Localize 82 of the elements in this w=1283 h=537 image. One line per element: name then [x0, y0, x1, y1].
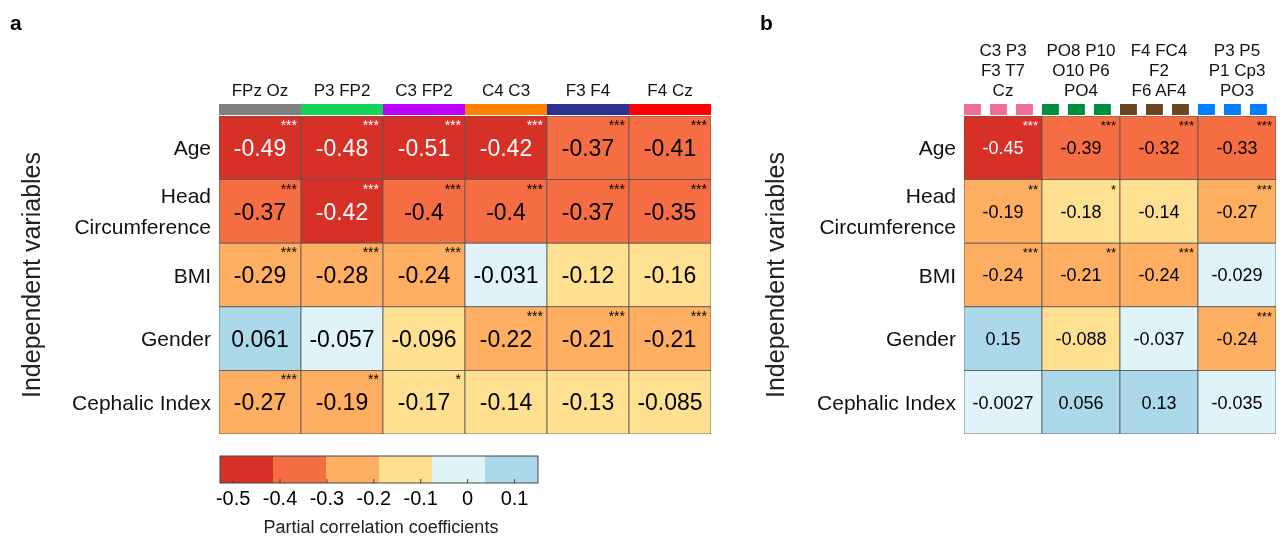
- data-label: *** -0.49: [233, 117, 298, 162]
- data-label: *** -0.48: [315, 117, 380, 162]
- color-bar-label: -0.2: [356, 487, 392, 509]
- data-label: -0.0027: [972, 392, 1034, 413]
- color-bar-label: -0.3: [309, 487, 345, 509]
- x-tick-label: F4 FC4 F2 F6 AF4: [1130, 41, 1188, 100]
- data-label: *** -0.39: [1060, 118, 1116, 159]
- data-label: -0.037: [1133, 329, 1185, 350]
- data-label: -0.16: [643, 262, 697, 289]
- data-label: *** -0.27: [1216, 181, 1272, 222]
- data-label: -0.12: [561, 262, 615, 289]
- text: b: [760, 11, 773, 34]
- data-label: *** -0.45: [982, 118, 1038, 159]
- y-tick-label: Cephalic Index: [72, 390, 212, 414]
- color-bar-label: -0.5: [215, 487, 251, 509]
- y-tick-label: BMI: [918, 263, 956, 287]
- data-label: ** -0.19: [982, 181, 1038, 222]
- x-tick-label: P3 P5 P1 Cp3 PO3: [1208, 41, 1266, 100]
- data-label: *** -0.29: [233, 244, 298, 289]
- data-label: -0.096: [391, 325, 457, 352]
- color-bar-label: 0: [462, 487, 474, 509]
- y-axis-title: Independent variables: [761, 151, 789, 399]
- x-tick-label: PO8 P10 O10 P6 PO4: [1046, 41, 1116, 100]
- x-tick-label: C3 P3 F3 T7 Cz: [979, 41, 1027, 100]
- data-label: *** -0.41: [643, 117, 708, 162]
- data-label: 0.056: [1058, 392, 1104, 413]
- data-label: *** -0.24: [397, 244, 462, 289]
- data-label: -0.14: [479, 389, 533, 416]
- data-label: -0.14: [1138, 201, 1180, 222]
- data-label: *** -0.42: [315, 180, 380, 225]
- data-label: *** -0.27: [233, 371, 298, 416]
- y-tick-label: Head Circumference: [819, 184, 956, 239]
- data-label: *** -0.24: [1138, 245, 1194, 286]
- color-bar-label: 0.1: [500, 487, 529, 509]
- data-label: *** -0.37: [233, 180, 298, 225]
- data-label: *** -0.28: [315, 244, 380, 289]
- data-label: *** -0.42: [479, 117, 544, 162]
- data-label: *** -0.37: [561, 180, 626, 225]
- x-tick-label: P3 FP2: [313, 81, 371, 100]
- y-axis-title: Independent variables: [17, 151, 45, 399]
- data-label: *** -0.37: [561, 117, 626, 162]
- data-label: *** -0.24: [982, 245, 1038, 286]
- data-label: *** -0.21: [561, 307, 626, 352]
- data-label: * -0.18: [1060, 181, 1116, 222]
- data-label: -0.029: [1211, 265, 1263, 286]
- data-label: ** -0.21: [1060, 245, 1116, 286]
- color-bar-label: -0.4: [262, 487, 298, 509]
- data-label: -0.085: [637, 389, 703, 416]
- data-label: -0.031: [473, 262, 539, 289]
- y-tick-label: Gender: [885, 327, 956, 351]
- data-label: *** -0.24: [1216, 308, 1272, 350]
- data-label: -0.13: [561, 389, 615, 416]
- color-bar-title: Partial correlation coefficients: [263, 517, 499, 537]
- text: a: [10, 11, 22, 34]
- data-label: *** -0.22: [479, 307, 544, 352]
- y-tick-label: Cephalic Index: [817, 390, 957, 414]
- color-bar-label: -0.1: [403, 487, 438, 509]
- data-label: -0.035: [1211, 392, 1263, 413]
- x-tick-label: FPz Oz: [231, 81, 289, 100]
- data-label: *** -0.4: [404, 180, 462, 225]
- y-tick-label: BMI: [173, 263, 211, 287]
- y-tick-label: Age: [918, 136, 956, 160]
- data-label: -0.057: [309, 325, 375, 352]
- y-tick-label: Age: [173, 136, 211, 160]
- data-label: *** -0.35: [643, 180, 708, 225]
- x-tick-label: C3 FP2: [395, 81, 453, 100]
- x-tick-label: F3 F4: [565, 81, 611, 100]
- data-label: *** -0.21: [643, 307, 708, 352]
- y-tick-label: Head Circumference: [74, 184, 211, 239]
- data-label: *** -0.32: [1138, 118, 1194, 159]
- x-tick-label: F4 Cz: [647, 81, 693, 100]
- data-label: 0.15: [985, 329, 1021, 350]
- data-label: 0.061: [231, 325, 289, 352]
- data-label: *** -0.51: [397, 117, 462, 162]
- y-tick-label: Gender: [140, 327, 211, 351]
- data-label: *** -0.4: [486, 180, 544, 225]
- data-label: ** -0.19: [315, 371, 380, 416]
- data-label: * -0.17: [397, 371, 462, 416]
- data-label: -0.088: [1055, 329, 1107, 350]
- data-label: *** -0.33: [1216, 118, 1272, 159]
- x-tick-label: C4 C3: [481, 81, 531, 100]
- data-label: 0.13: [1141, 392, 1177, 413]
